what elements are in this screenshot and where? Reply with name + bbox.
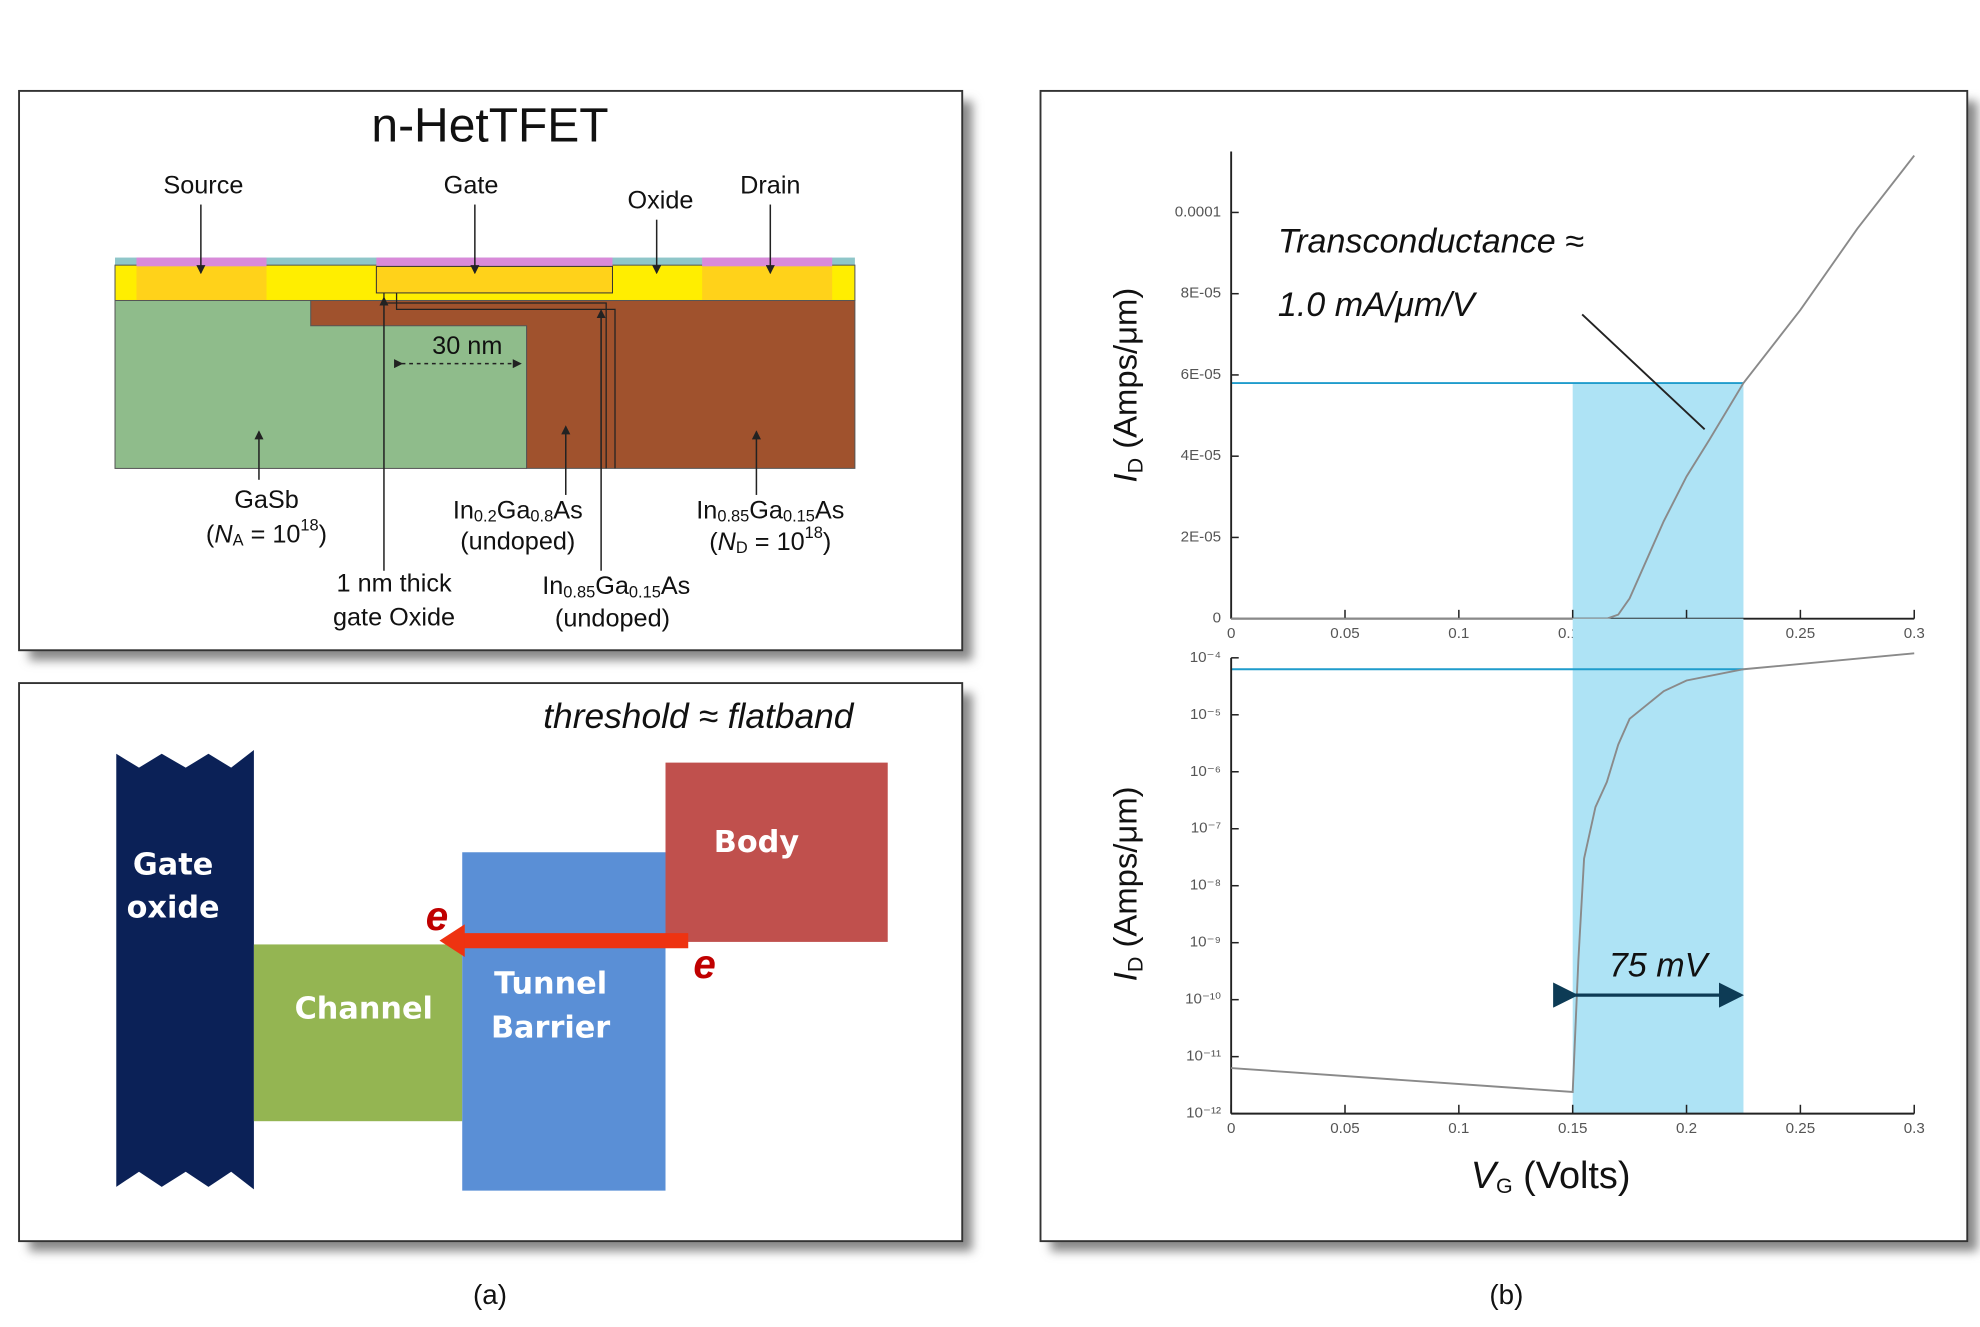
- drain-label: Drain: [740, 172, 800, 200]
- x-tick-label: 0.15: [1558, 1120, 1587, 1137]
- y-tick-label: 2E-05: [1181, 528, 1221, 545]
- x-tick-label: 0.3: [1904, 625, 1925, 642]
- x-tick-label: 0.25: [1786, 625, 1815, 642]
- x-tick-label: 0.1: [1448, 1120, 1469, 1137]
- length-label: 30 nm: [432, 332, 502, 360]
- gate-oxide-label: oxide: [127, 891, 220, 926]
- y-tick-label: 4E-05: [1181, 447, 1221, 464]
- annotation: Transconductance ≈: [1278, 223, 1584, 261]
- barrier-label: Barrier: [491, 1011, 610, 1046]
- y-tick-label: 8E-05: [1181, 285, 1221, 302]
- caption: (a): [473, 1279, 507, 1310]
- body-label: Body: [714, 825, 800, 860]
- gate-oxide-label: gate Oxide: [333, 603, 455, 631]
- y-axis-label: ID (Amps/μm): [1106, 786, 1147, 981]
- gate-oxide-label: Gate: [133, 848, 213, 883]
- electron-label: e: [426, 893, 448, 939]
- channel-note: (undoped): [460, 528, 575, 556]
- electron-label: e: [693, 941, 715, 987]
- x-tick-label: 0.05: [1330, 1120, 1359, 1137]
- x-tick-label: 0.2: [1676, 1120, 1697, 1137]
- x-tick-label: 0: [1227, 625, 1235, 642]
- y-tick-label: 10⁻¹⁰: [1185, 991, 1221, 1008]
- y-tick-label: 10⁻⁶: [1190, 763, 1221, 780]
- x-axis-label: VG (Volts): [1471, 1155, 1631, 1198]
- device-title: n-HetTFET: [371, 99, 608, 152]
- drain-doping: (ND = 1018): [709, 524, 831, 557]
- barrier-material: In0.85Ga0.15As: [542, 572, 690, 602]
- y-tick-label: 10⁻¹²: [1186, 1105, 1221, 1122]
- barrier-note: (undoped): [555, 605, 670, 633]
- x-tick-label: 0: [1227, 1120, 1235, 1137]
- annotation: 1.0 mA/μm/V: [1278, 286, 1478, 324]
- y-tick-label: 0: [1213, 610, 1221, 627]
- gasb-doping: (NA = 1018): [206, 517, 327, 550]
- channel-label: Channel: [295, 992, 433, 1027]
- band-diagram: threshold ≈ flatband Gate oxide Channel …: [116, 697, 888, 1191]
- y-tick-label: 10⁻⁵: [1190, 706, 1221, 723]
- highlight-band: [1572, 618, 1744, 1114]
- annotation-pointer: [1581, 313, 1706, 430]
- gasb-label: GaSb: [234, 486, 299, 514]
- data-line: [1231, 154, 1915, 620]
- drain-material: In0.85Ga0.15As: [696, 496, 844, 526]
- x-tick-label: 0.1: [1448, 625, 1469, 642]
- y-axis-label: ID (Amps/μm): [1106, 288, 1147, 483]
- y-tick-label: 6E-05: [1181, 366, 1221, 383]
- gate-label: Gate: [444, 172, 499, 200]
- oxide-label: Oxide: [627, 187, 693, 215]
- x-tick-label: 0.25: [1786, 1120, 1815, 1137]
- data-line: [1231, 652, 1915, 1093]
- x-tick-label: 0.3: [1904, 1120, 1925, 1137]
- x-tick-label: 0.05: [1330, 625, 1359, 642]
- y-tick-label: 10⁻⁴: [1190, 649, 1221, 666]
- channel-material: In0.2Ga0.8As: [453, 496, 583, 526]
- annotation: 75 mV: [1609, 946, 1711, 984]
- highlight-band: [1572, 383, 1744, 619]
- y-tick-label: 10⁻¹¹: [1186, 1048, 1221, 1065]
- device-diagram: n-HetTFET Source Gate Oxide Drain 30 nm …: [114, 99, 856, 633]
- barrier-label: Tunnel: [494, 966, 607, 1001]
- band-note: threshold ≈ flatband: [543, 697, 855, 736]
- y-tick-label: 10⁻⁸: [1190, 877, 1221, 894]
- source-label: Source: [163, 172, 243, 200]
- y-tick-label: 0.0001: [1175, 203, 1221, 220]
- gate-oxide-label: 1 nm thick: [337, 569, 452, 597]
- caption: (b): [1489, 1279, 1523, 1310]
- y-tick-label: 10⁻⁷: [1191, 820, 1221, 837]
- y-tick-label: 10⁻⁹: [1190, 934, 1221, 951]
